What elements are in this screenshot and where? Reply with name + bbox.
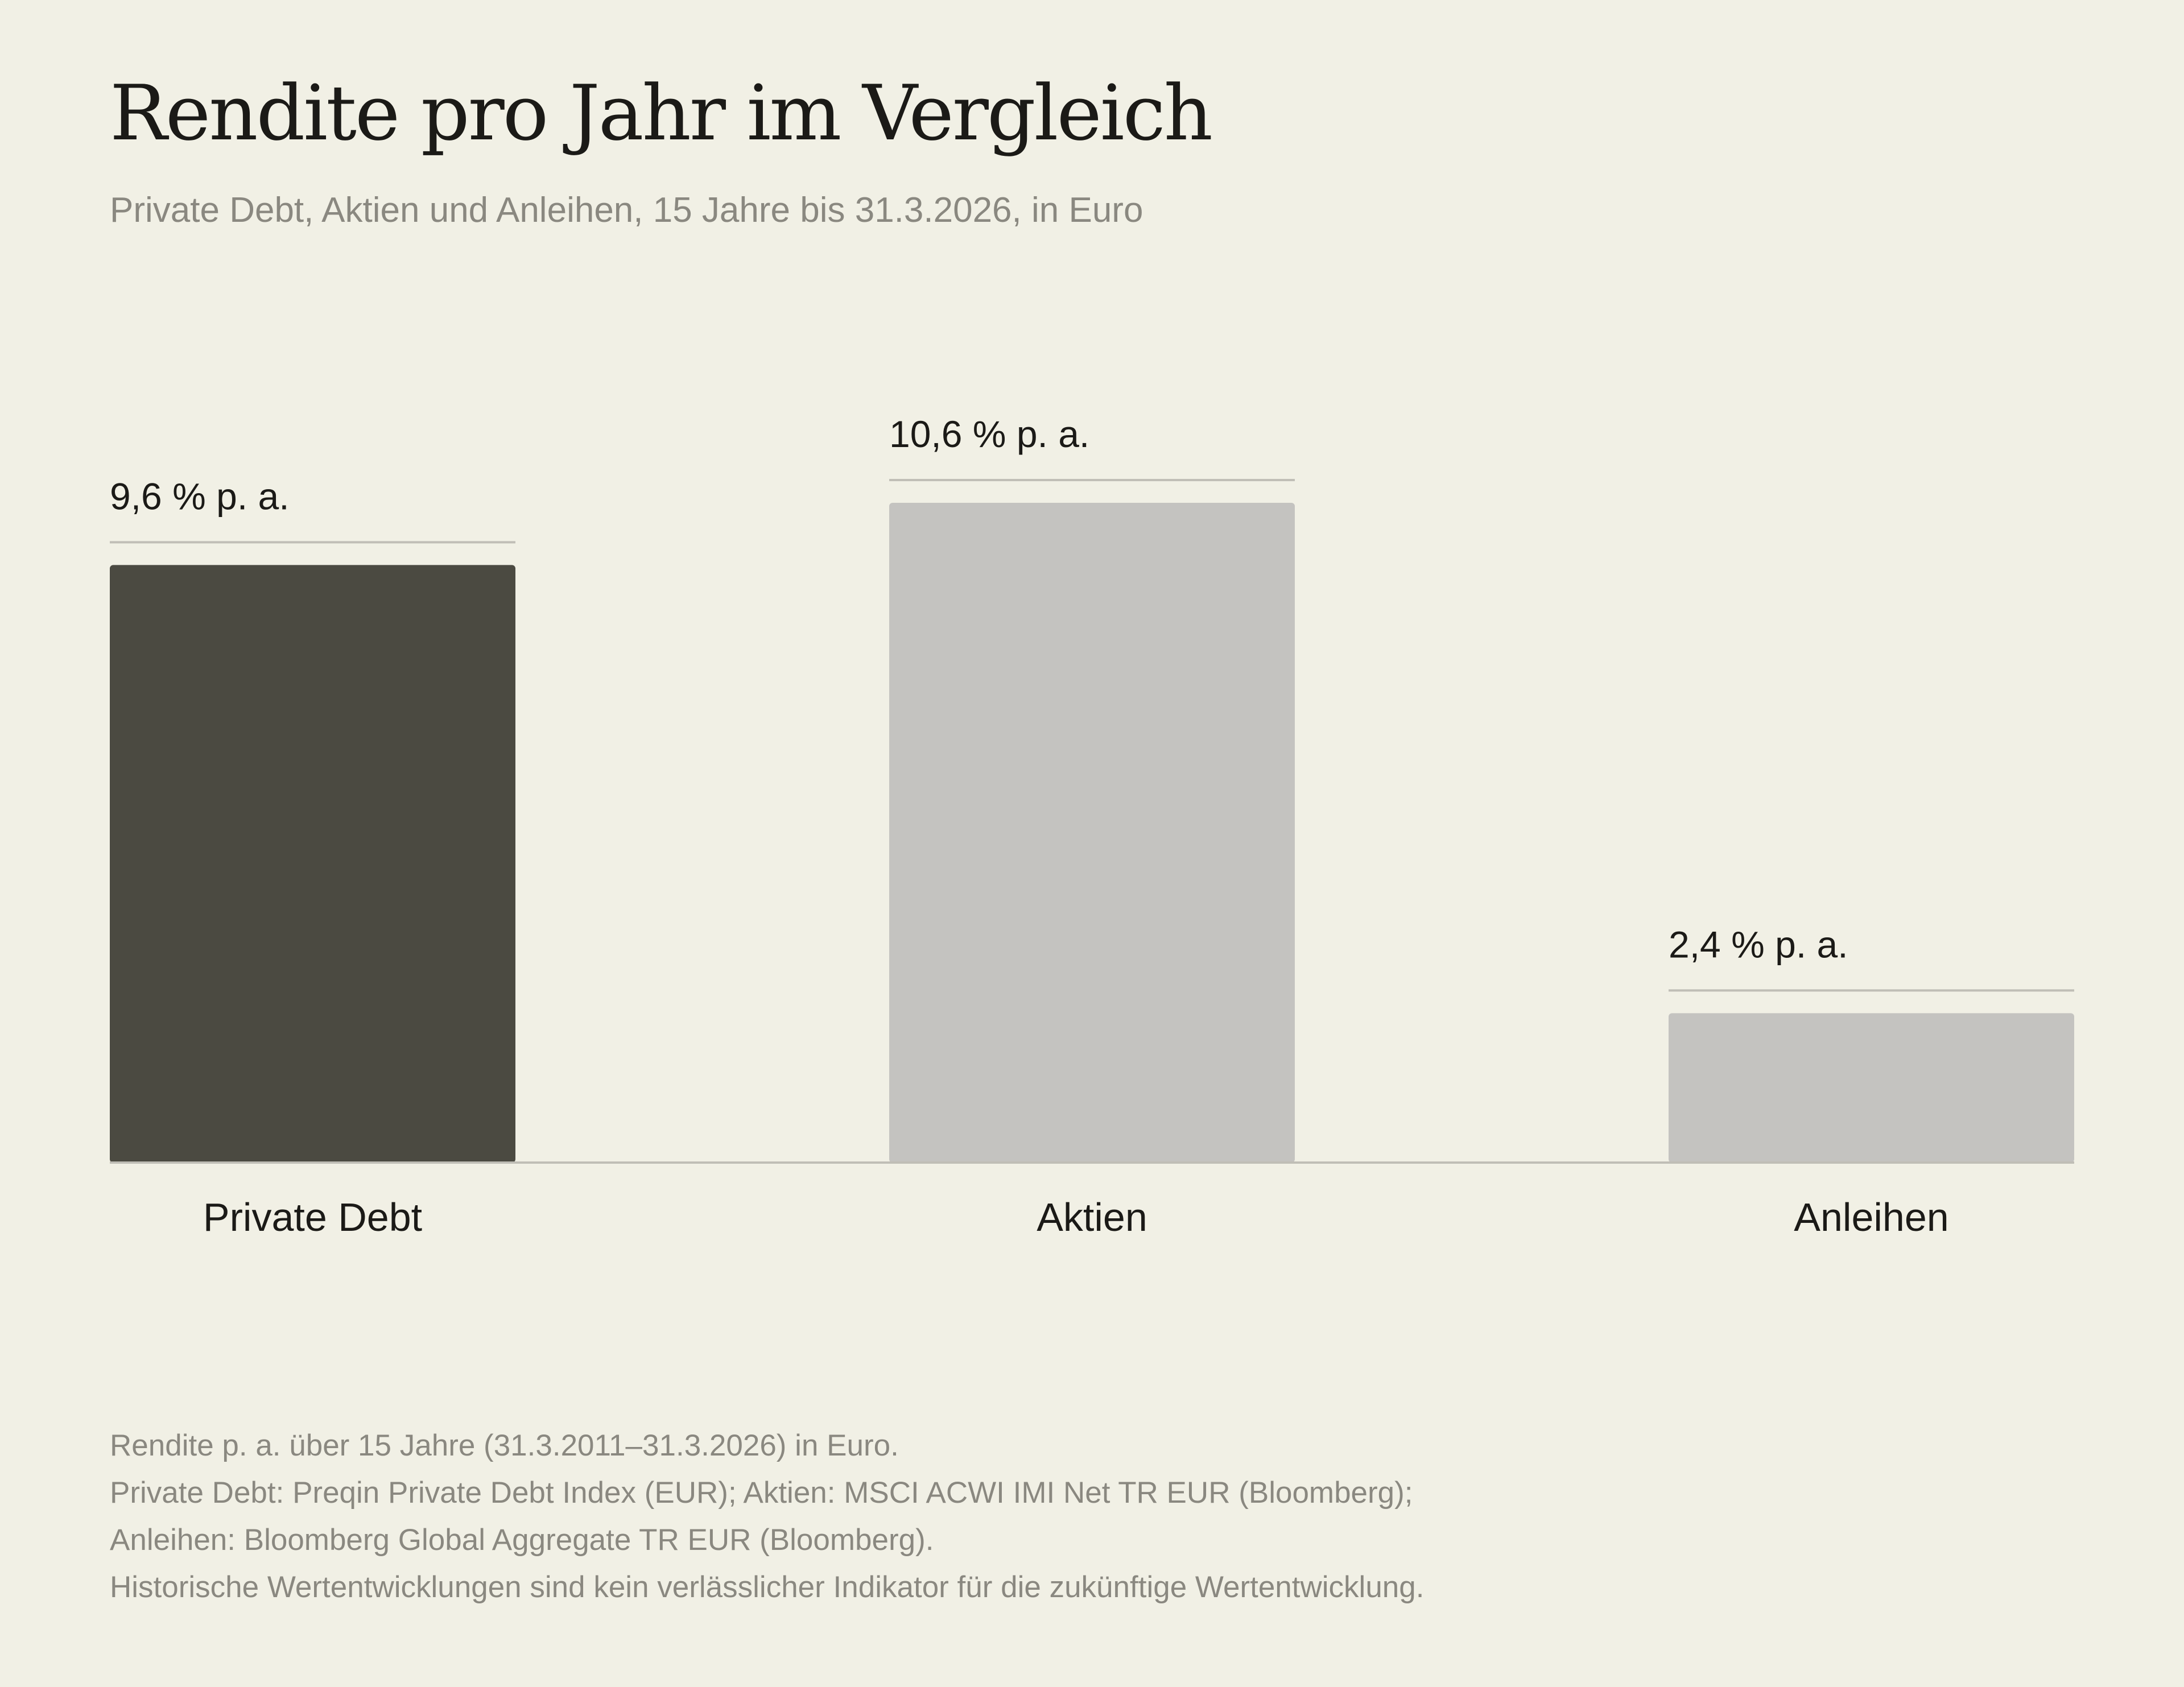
footnote-line-period: Rendite p. a. über 15 Jahre (31.3.2011–3…	[110, 1429, 899, 1462]
bar-private-debt	[110, 565, 515, 1163]
category-label-aktien: Aktien	[1037, 1195, 1147, 1239]
chart-footnote: Rendite p. a. über 15 Jahre (31.3.2011–3…	[110, 1422, 1424, 1611]
data-label-private-debt: 9,6 % p. a.	[110, 475, 290, 517]
footnote-line-bond-source: Anleihen: Bloomberg Global Aggregate TR …	[110, 1523, 934, 1557]
bar-aktien	[889, 503, 1295, 1163]
chart-title: Rendite pro Jahr im Vergleich	[110, 69, 1213, 158]
bars-layer: 9,6 % p. a. Private Debt 10,6 % p. a. Aktie…	[110, 413, 2074, 1239]
data-label-anleihen: 2,4 % p. a.	[1669, 923, 1848, 965]
chart-subtitle: Private Debt, Aktien und Anleihen, 15 Ja…	[110, 191, 1143, 230]
footnote-line-sources: Private Debt: Preqin Private Debt Index …	[110, 1476, 1413, 1510]
category-label-private-debt: Private Debt	[203, 1195, 422, 1239]
category-label-anleihen: Anleihen	[1794, 1195, 1948, 1239]
bar-anleihen	[1669, 1013, 2074, 1163]
footnote-line-disclaimer: Historische Wertentwicklungen sind kein …	[110, 1570, 1425, 1604]
data-label-aktien: 10,6 % p. a.	[889, 413, 1089, 455]
